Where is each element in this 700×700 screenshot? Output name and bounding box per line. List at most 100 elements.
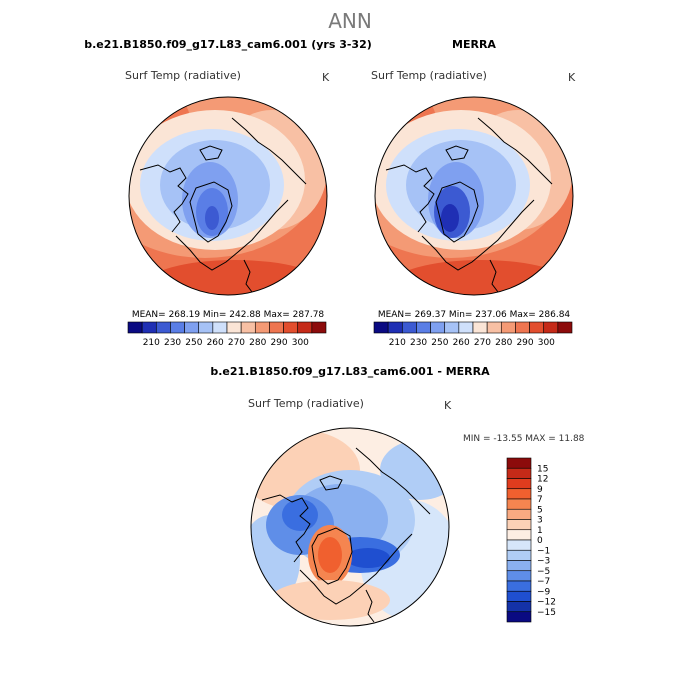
panel-a-coastlines	[139, 117, 307, 293]
diff-variable: Surf Temp (radiative)	[248, 397, 364, 410]
diff-colorbar-tick-label-8: −1	[537, 546, 550, 556]
diff-colorbar-tick-label-14: −15	[537, 608, 556, 618]
diff-colorbar-swatch-2	[506, 478, 532, 490]
panel-b-coastlines	[385, 117, 553, 293]
panel-a-colorbar-tick-label-6: 290	[270, 338, 287, 348]
panel-b-colorbar-swatch-7	[472, 321, 488, 334]
panel-b-colorbar-swatch-1	[387, 321, 403, 334]
panel-a-colorbar-tick-label-2: 250	[185, 338, 202, 348]
diff-colorbar-tick-label-3: 7	[537, 495, 543, 505]
diff-coastlines	[261, 447, 431, 623]
diff-colorbar-swatch-7	[506, 529, 532, 541]
panel-b-colorbar-swatch-6	[458, 321, 474, 334]
panel-b-heading: MERRA	[452, 38, 496, 51]
panel-a-colorbar-tick-label-0: 210	[143, 338, 160, 348]
diff-colorbar-tick-label-2: 9	[537, 485, 543, 495]
diff-colorbar-swatch-1	[506, 467, 532, 479]
panel-a-colorbar-swatch-6	[212, 321, 228, 334]
panel-b-colorbar-tick-label-6: 290	[516, 338, 533, 348]
diff-colorbar-swatch-9	[506, 549, 532, 561]
panel-a-colorbar-tick-label-4: 270	[228, 338, 245, 348]
panel-b-colorbar: 210 230 250 260 270 280 290 300	[373, 321, 573, 348]
diff-colorbar-tick-label-10: −5	[537, 567, 550, 577]
panel-a-colorbar-swatch-11	[283, 321, 299, 334]
panel-b-colorbar-tick-label-2: 250	[431, 338, 448, 348]
panel-b-colorbar-swatch-5	[444, 321, 460, 334]
diff-colorbar-tick-label-1: 12	[537, 475, 548, 485]
diff-heading: b.e21.B1850.f09_g17.L83_cam6.001 - MERRA	[210, 365, 490, 378]
panel-b-colorbar-tick-label-4: 270	[474, 338, 491, 348]
panel-a-variable: Surf Temp (radiative)	[125, 69, 241, 82]
diff-colorbar-swatch-14	[506, 601, 532, 613]
panel-b-variable: Surf Temp (radiative)	[371, 69, 487, 82]
diff-colorbar-swatch-11	[506, 570, 532, 582]
panel-a-colorbar-swatch-8	[240, 321, 256, 334]
diff-map-outline	[250, 427, 450, 627]
panel-b-colorbar-tick-label-1: 230	[410, 338, 427, 348]
panel-b-map-outline	[374, 96, 574, 296]
diff-colorbar-swatch-13	[506, 590, 532, 602]
diff-colorbar-swatch-15	[506, 611, 532, 623]
diff-colorbar-tick-label-5: 3	[537, 516, 543, 526]
panel-b-colorbar-swatch-12	[543, 321, 559, 334]
panel-b-colorbar-swatch-4	[430, 321, 446, 334]
diff-colorbar-tick-label-0: 15	[537, 464, 548, 474]
panel-a-colorbar-swatch-5	[198, 321, 214, 334]
panel-b-colorbar-tick-label-0: 210	[389, 338, 406, 348]
panel-b-colorbar-swatch-10	[515, 321, 530, 334]
panel-merra-temperature-map: MERRA Surf Temp (radiative) K MEAN= 269.…	[371, 38, 576, 348]
panel-a-colorbar-tick-label-1: 230	[164, 338, 181, 348]
panel-b-colorbar-swatch-8	[486, 321, 502, 334]
panel-a-colorbar-swatch-12	[297, 321, 313, 334]
panel-a-colorbar-swatch-13	[311, 321, 327, 334]
diff-colorbar-tick-label-7: 0	[537, 536, 543, 546]
diff-colorbar-tick-label-9: −3	[537, 557, 550, 567]
panel-b-stats: MEAN= 269.37 Min= 237.06 Max= 286.84	[378, 310, 571, 320]
panel-a-colorbar-swatch-10	[269, 321, 284, 334]
panel-b-units: K	[568, 71, 576, 84]
diff-colorbar-swatch-3	[506, 488, 532, 500]
panel-a-colorbar-swatch-7	[226, 321, 242, 334]
diff-colorbar-swatch-0	[506, 457, 532, 469]
panel-b-colorbar-swatch-9	[500, 321, 516, 334]
panel-a-colorbar-swatch-2	[155, 321, 171, 334]
panel-a-colorbar-swatch-1	[141, 321, 157, 334]
diff-colorbar-tick-label-13: −12	[537, 598, 556, 608]
panel-b-colorbar-swatch-13	[557, 321, 573, 334]
diff-colorbar-tick-label-6: 1	[537, 526, 543, 536]
diff-colorbar-swatch-4	[506, 498, 532, 510]
panel-a-heading: b.e21.B1850.f09_g17.L83_cam6.001 (yrs 3-…	[84, 38, 372, 51]
diff-colorbar-tick-label-11: −7	[537, 577, 550, 587]
diff-colorbar-swatch-10	[506, 560, 532, 572]
panel-a-colorbar-swatch-0	[127, 321, 143, 334]
panel-a-stats: MEAN= 268.19 Min= 242.88 Max= 287.78	[132, 310, 325, 320]
diff-colorbar-swatch-12	[506, 580, 532, 592]
panel-a-colorbar-tick-label-3: 260	[207, 338, 224, 348]
diff-colorbar-tick-label-12: −9	[537, 587, 551, 597]
panel-a-map-field	[129, 97, 327, 295]
panel-a-colorbar-tick-label-7: 300	[292, 338, 309, 348]
diff-minmax: MIN = -13.55 MAX = 11.88	[463, 434, 585, 444]
panel-b-colorbar-tick-label-3: 260	[453, 338, 470, 348]
panel-a-map-outline	[128, 96, 328, 296]
panel-b-colorbar-tick-label-5: 280	[495, 338, 512, 348]
panel-model-temperature-map: b.e21.B1850.f09_g17.L83_cam6.001 (yrs 3-…	[84, 38, 372, 348]
page-title: ANN	[328, 9, 372, 33]
diff-colorbar-swatch-5	[506, 508, 532, 520]
panel-a-colorbar-swatch-9	[254, 321, 270, 334]
panel-a-colorbar: 210 230 250 260 270 280 290 300	[127, 321, 327, 348]
panel-b-colorbar-swatch-2	[401, 321, 417, 334]
panel-b-map-field	[375, 97, 573, 295]
panel-b-colorbar-swatch-3	[416, 321, 431, 334]
panel-a-colorbar-swatch-4	[184, 321, 200, 334]
diff-colorbar-tick-label-4: 5	[537, 505, 543, 515]
diff-colorbar-swatch-6	[506, 519, 532, 531]
panel-b-colorbar-swatch-0	[373, 321, 389, 334]
panel-b-colorbar-swatch-11	[529, 321, 545, 334]
diff-units: K	[444, 399, 452, 412]
panel-difference-map: b.e21.B1850.f09_g17.L83_cam6.001 - MERRA…	[210, 365, 585, 627]
panel-a-units: K	[322, 71, 330, 84]
panel-a-colorbar-tick-label-5: 280	[249, 338, 266, 348]
